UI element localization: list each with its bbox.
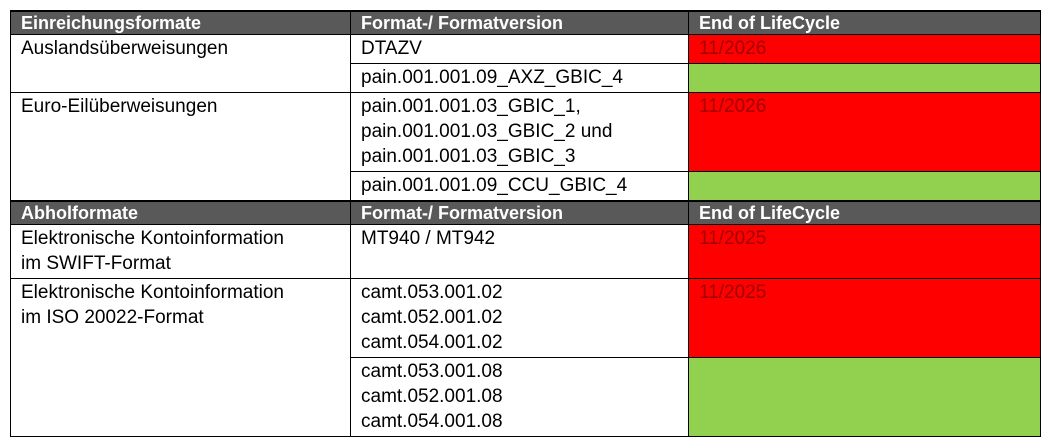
- text-line: pain.001.001.09_CCU_GBIC_4: [361, 175, 628, 196]
- text-line: Auslandsüberweisungen: [21, 38, 229, 59]
- format-cell: pain.001.001.09_CCU_GBIC_4: [350, 171, 689, 202]
- text-line: pain.001.001.03_GBIC_2 und: [361, 121, 613, 142]
- category-cell: Elektronische Kontoinformation im SWIFT-F…: [10, 224, 351, 279]
- row: pain.001.001.09_AXZ_GBIC_4: [11, 63, 1041, 93]
- category-cell: Auslandsüberweisungen: [10, 34, 351, 93]
- format-cell: camt.053.001.08 camt.052.001.08 camt.054.0…: [350, 357, 689, 437]
- category-cell: Euro-Eilüberweisungen: [10, 92, 351, 202]
- row: camt.053.001.08 camt.052.001.08 camt.054.0…: [11, 357, 1041, 437]
- text-line: pain.001.001.09_AXZ_GBIC_4: [361, 67, 623, 88]
- category-cell: Elektronische Kontoinformation im ISO 200…: [10, 278, 351, 437]
- status-cell: [688, 171, 1041, 202]
- status-cell: 11/2025: [688, 278, 1041, 358]
- text-line: Euro-Eilüberweisungen: [21, 96, 218, 117]
- row: Euro-Eilüberweisungen pain.001.001.03_GBI…: [10, 92, 1041, 202]
- header-row: Abholformate Format-/ Formatversion End of…: [10, 200, 1041, 225]
- row: Auslandsüberweisungen DTAZV 11/2026: [10, 34, 1041, 93]
- text-line: camt.052.001.02: [361, 307, 503, 328]
- status-cell: [688, 63, 1041, 93]
- text-line: pain.001.001.03_GBIC_1,: [361, 96, 581, 117]
- format-cell: pain.001.001.09_AXZ_GBIC_4: [350, 63, 689, 93]
- row: pain.001.001.09_CCU_GBIC_4: [11, 171, 1041, 202]
- text-line: im ISO 20022-Format: [21, 307, 204, 328]
- text-line: pain.001.001.03_GBIC_3: [361, 146, 576, 167]
- header-cell: Abholformate: [10, 200, 351, 225]
- header-cell: Format-/ Formatversion: [350, 10, 689, 35]
- text-line: camt.054.001.02: [361, 332, 503, 353]
- header-cell: Einreichungsformate: [10, 10, 351, 35]
- text-line: DTAZV: [361, 38, 422, 59]
- row: Elektronische Kontoinformation im ISO 200…: [10, 278, 1041, 437]
- status-cell: 11/2025: [688, 224, 1041, 279]
- text-line: camt.052.001.08: [361, 386, 503, 407]
- format-cell: camt.053.001.02 camt.052.001.02 camt.054.0…: [350, 278, 689, 358]
- row: Elektronische Kontoinformation im SWIFT-F…: [10, 224, 1041, 279]
- text-line: camt.053.001.02: [361, 282, 503, 303]
- text-line: im SWIFT-Format: [21, 253, 171, 274]
- text-line: Elektronische Kontoinformation: [21, 282, 284, 303]
- header-row: Einreichungsformate Format-/ Formatversio…: [10, 10, 1041, 35]
- header-cell: Format-/ Formatversion: [350, 200, 689, 225]
- text-line: camt.054.001.08: [361, 411, 503, 432]
- format-cell: pain.001.001.03_GBIC_1, pain.001.001.03_G…: [350, 92, 689, 172]
- text-line: camt.053.001.08: [361, 361, 503, 382]
- text-line: MT940 / MT942: [361, 228, 496, 249]
- status-cell: 11/2026: [688, 34, 1041, 64]
- header-cell: End of LifeCycle: [688, 10, 1041, 35]
- header-cell: End of LifeCycle: [688, 200, 1041, 225]
- status-cell: [688, 357, 1041, 437]
- status-cell: 11/2026: [688, 92, 1041, 172]
- format-cell: DTAZV: [350, 34, 689, 64]
- format-cell: MT940 / MT942: [350, 224, 689, 279]
- lifecycle-table: Einreichungsformate Format-/ Formatversio…: [10, 10, 1041, 437]
- text-line: Elektronische Kontoinformation: [21, 228, 284, 249]
